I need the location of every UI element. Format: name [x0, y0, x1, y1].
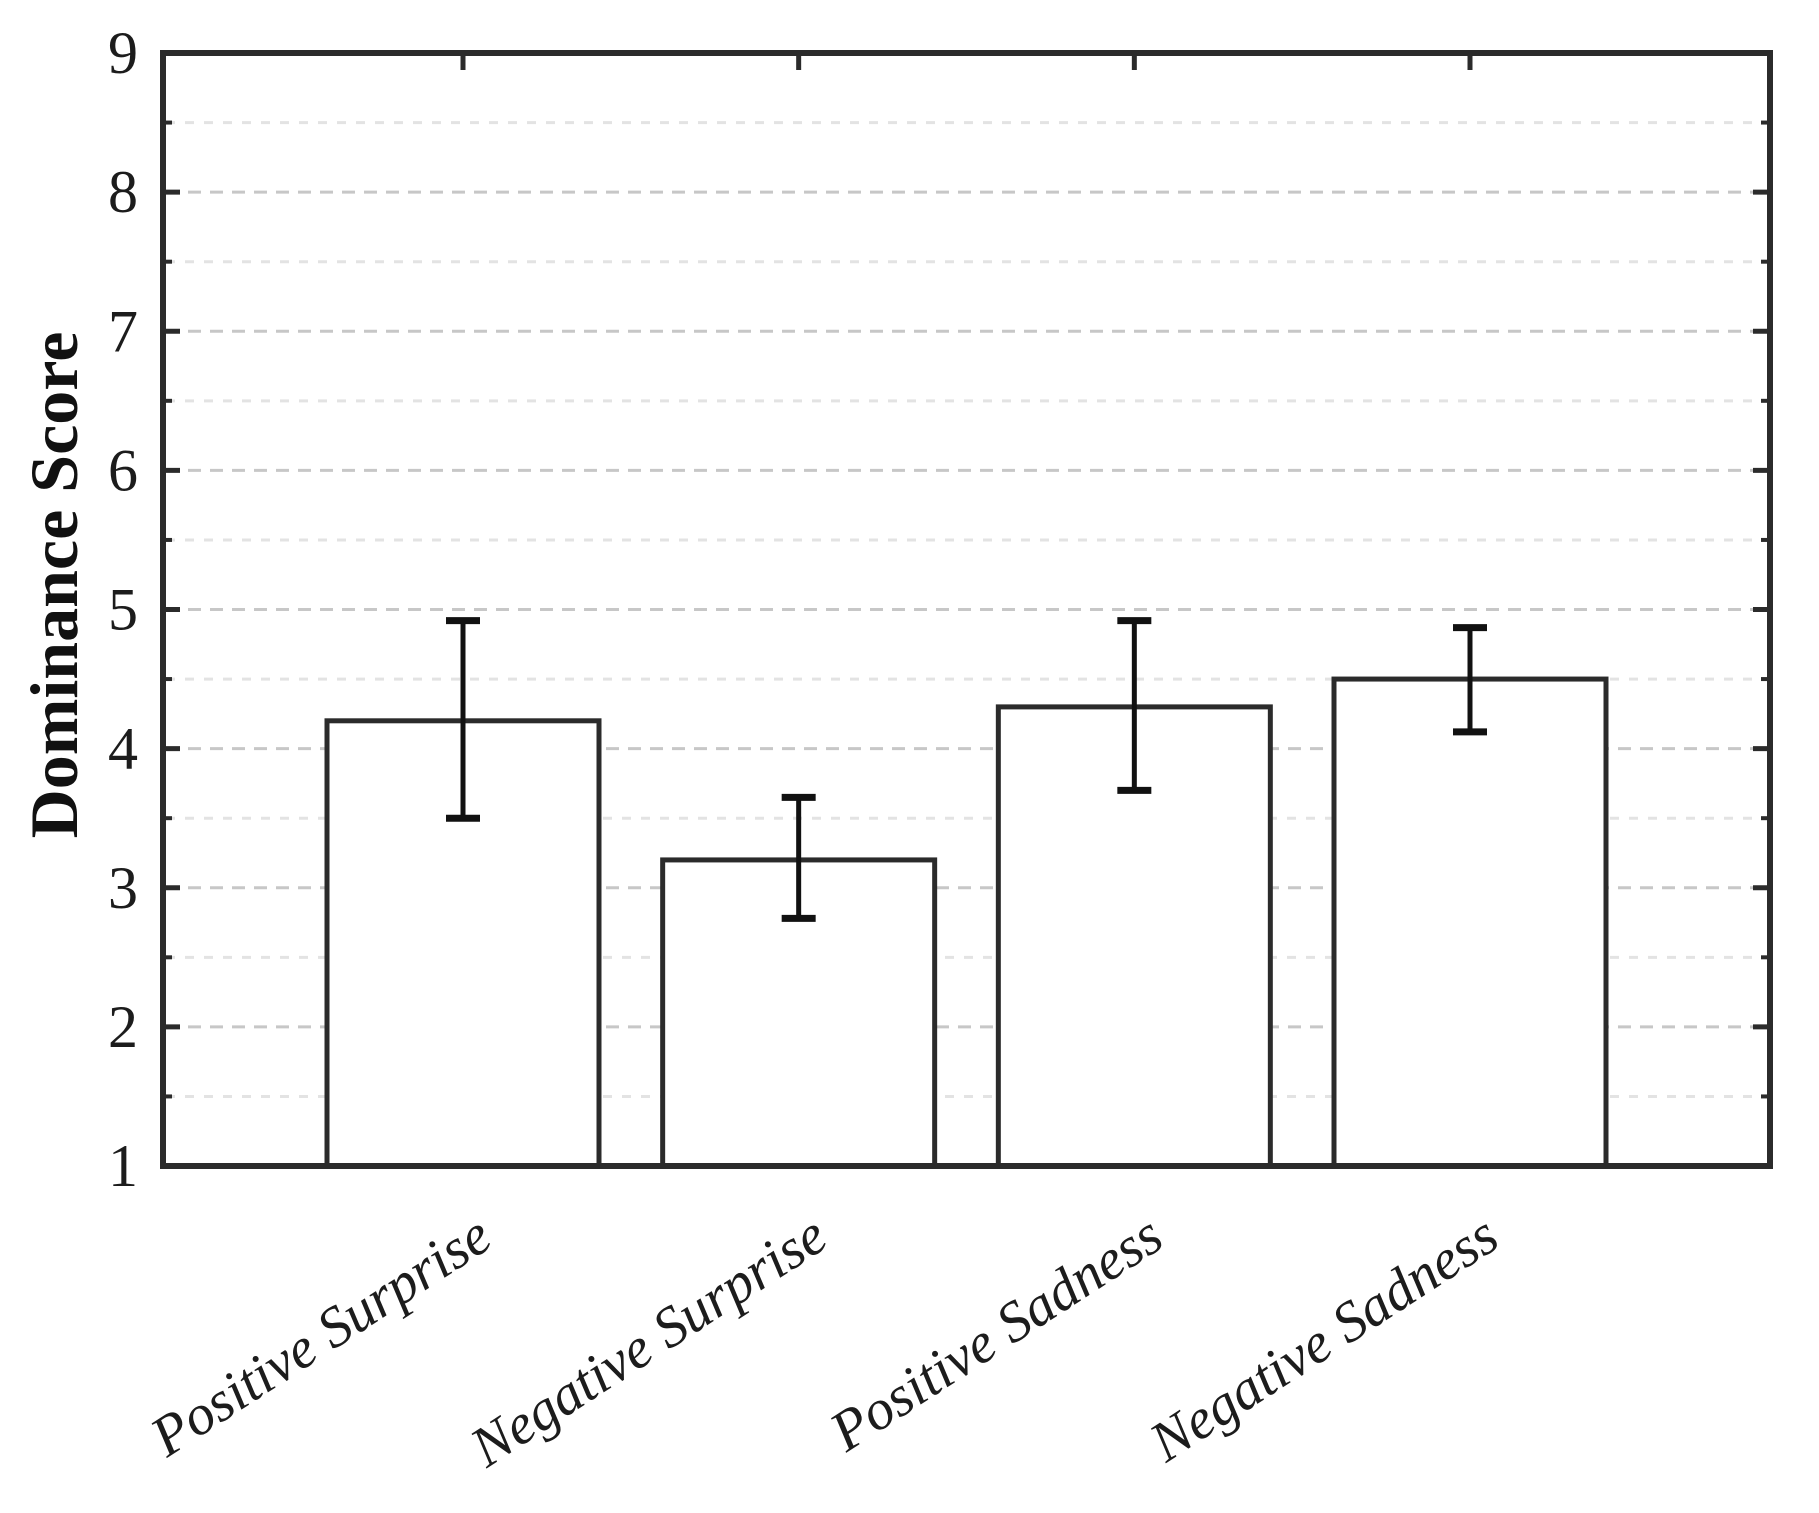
y-tick-label: 5 [108, 577, 138, 643]
y-tick-label: 9 [108, 20, 138, 86]
x-tick-label: Negative Sadness [1138, 1203, 1509, 1475]
y-axis-label: Dominance Score [16, 332, 92, 839]
x-tick-label: Positive Surprise [139, 1203, 502, 1469]
y-tick-label: 4 [108, 716, 138, 782]
error-bar-positive-sadness [1117, 617, 1152, 794]
x-tick-label: Negative Surprise [459, 1203, 838, 1480]
y-tick-label: 3 [108, 855, 138, 921]
bar-negative-surprise [660, 857, 938, 1169]
error-bar-negative-surprise [781, 793, 816, 922]
bar-negative-sadness [1331, 676, 1609, 1169]
y-tick-label: 6 [108, 437, 138, 503]
error-bar-positive-surprise [446, 617, 480, 822]
y-tick-label: 2 [108, 994, 138, 1060]
y-tick-label: 7 [108, 298, 138, 364]
y-tick-label: 8 [108, 159, 138, 225]
x-tick-label: Positive Sadness [818, 1203, 1173, 1464]
error-bar-negative-sadness [1453, 624, 1487, 736]
y-tick-label: 1 [108, 1133, 138, 1199]
